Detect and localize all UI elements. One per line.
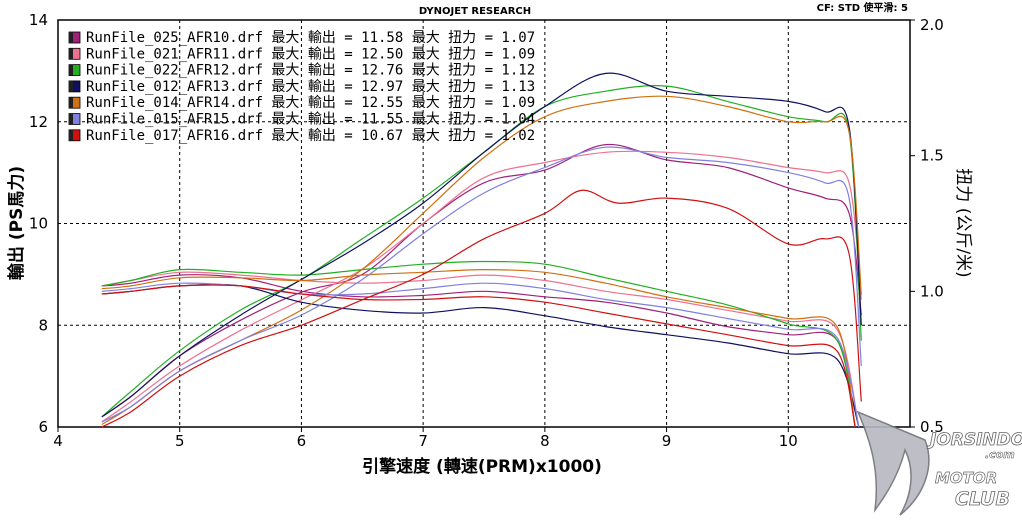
x-tick-label: 5	[175, 432, 185, 450]
x-tick-label: 10	[779, 432, 798, 450]
y-left-tick-label: 6	[38, 418, 48, 436]
y-right-tick-label: 1.5	[920, 147, 944, 165]
y-left-tick-label: 8	[38, 316, 48, 334]
legend-entry-7: RunFile_017_AFR16.drf 最大 輸出 = 10.67 最大 扭…	[86, 128, 535, 144]
x-axis-title: 引擎速度 (轉速(PRM)x1000)	[362, 456, 602, 477]
chart-title: DYNOJET RESEARCH	[419, 6, 531, 17]
chart-legend: RunFile_025_AFR10.drf 最大 輸出 = 11.58 最大 扭…	[68, 30, 535, 144]
legend-swatch-1	[68, 31, 81, 44]
y-right-tick-label: 0.5	[920, 418, 944, 436]
x-tick-label: 4	[53, 432, 63, 450]
legend-entry-6: RunFile_015_AFR15.drf 最大 輸出 = 11.55 最大 扭…	[86, 112, 535, 128]
legend-entry-2: RunFile_021_AFR11.drf 最大 輸出 = 12.50 最大 扭…	[86, 46, 535, 62]
x-tick-label: 8	[540, 432, 550, 450]
legend-entry-3: RunFile_022_AFR12.drf 最大 輸出 = 12.76 最大 扭…	[86, 63, 535, 79]
torque-curve-7	[101, 284, 856, 428]
series-layer	[101, 72, 862, 428]
y-right-axis-title: 扭力 (公斤/米)	[953, 168, 973, 277]
legend-entry-1: RunFile_025_AFR10.drf 最大 輸出 = 11.58 最大 扭…	[86, 30, 535, 46]
x-tick-label: 7	[418, 432, 428, 450]
y-left-tick-label: 14	[29, 11, 48, 29]
power-curve-6	[101, 146, 862, 423]
power-curve-4	[101, 72, 862, 418]
torque-curve-5	[101, 268, 856, 428]
watermark-sub1: MOTOR	[935, 469, 997, 487]
x-tick-label: 6	[297, 432, 307, 450]
legend-swatch-3	[68, 64, 81, 76]
legend-swatch-4	[68, 80, 81, 93]
y-right-tick-label: 2.0	[920, 16, 944, 34]
y-left-axis-title: 輸出 (PS馬力)	[6, 166, 27, 280]
legend-swatch-edge	[69, 80, 73, 92]
torque-curve-3	[101, 260, 856, 428]
legend-entry-4: RunFile_012_AFR13.drf 最大 輸出 = 12.97 最大 扭…	[86, 79, 535, 95]
tick-layer: 4 5 6 7 8 9 10 6 8 10 12 14 0.5 1.0 1.5 2.0	[29, 11, 944, 450]
watermark-brand: JORSINDO	[927, 430, 1022, 450]
watermark-sub2: CLUB	[955, 488, 1010, 510]
power-curve-1	[101, 143, 862, 418]
legend-swatch-5	[68, 96, 81, 109]
legend-swatch-6	[68, 113, 81, 125]
jorsindo-watermark-logo: JORSINDO .com MOTOR CLUB	[856, 410, 1022, 516]
legend-swatch-edge	[69, 48, 73, 60]
torque-curve-1	[101, 274, 856, 428]
chart-corner-info: CF: STD 使平滑: 5	[817, 1, 908, 14]
legend-swatch-2	[68, 47, 81, 60]
legend-swatch-edge	[69, 64, 73, 76]
legend-swatch-edge	[69, 113, 73, 125]
legend-swatch-edge	[69, 97, 73, 109]
y-left-tick-label: 10	[29, 215, 48, 233]
y-right-tick-label: 1.0	[920, 282, 944, 300]
legend-swatch-edge	[69, 32, 73, 43]
legend-entry-5: RunFile_014_AFR14.drf 最大 輸出 = 12.55 最大 扭…	[86, 95, 535, 111]
power-curve-2	[101, 150, 862, 423]
legend-swatch-edge	[69, 129, 73, 141]
y-left-tick-label: 12	[29, 113, 48, 131]
torque-curve-2	[101, 271, 860, 428]
wing-emblem-icon	[856, 410, 930, 516]
power-curve-7	[101, 189, 862, 428]
x-tick-label: 9	[662, 432, 672, 450]
watermark-domain: .com	[985, 448, 1015, 461]
legend-swatch-7	[68, 129, 81, 142]
torque-curve-6	[101, 282, 860, 428]
